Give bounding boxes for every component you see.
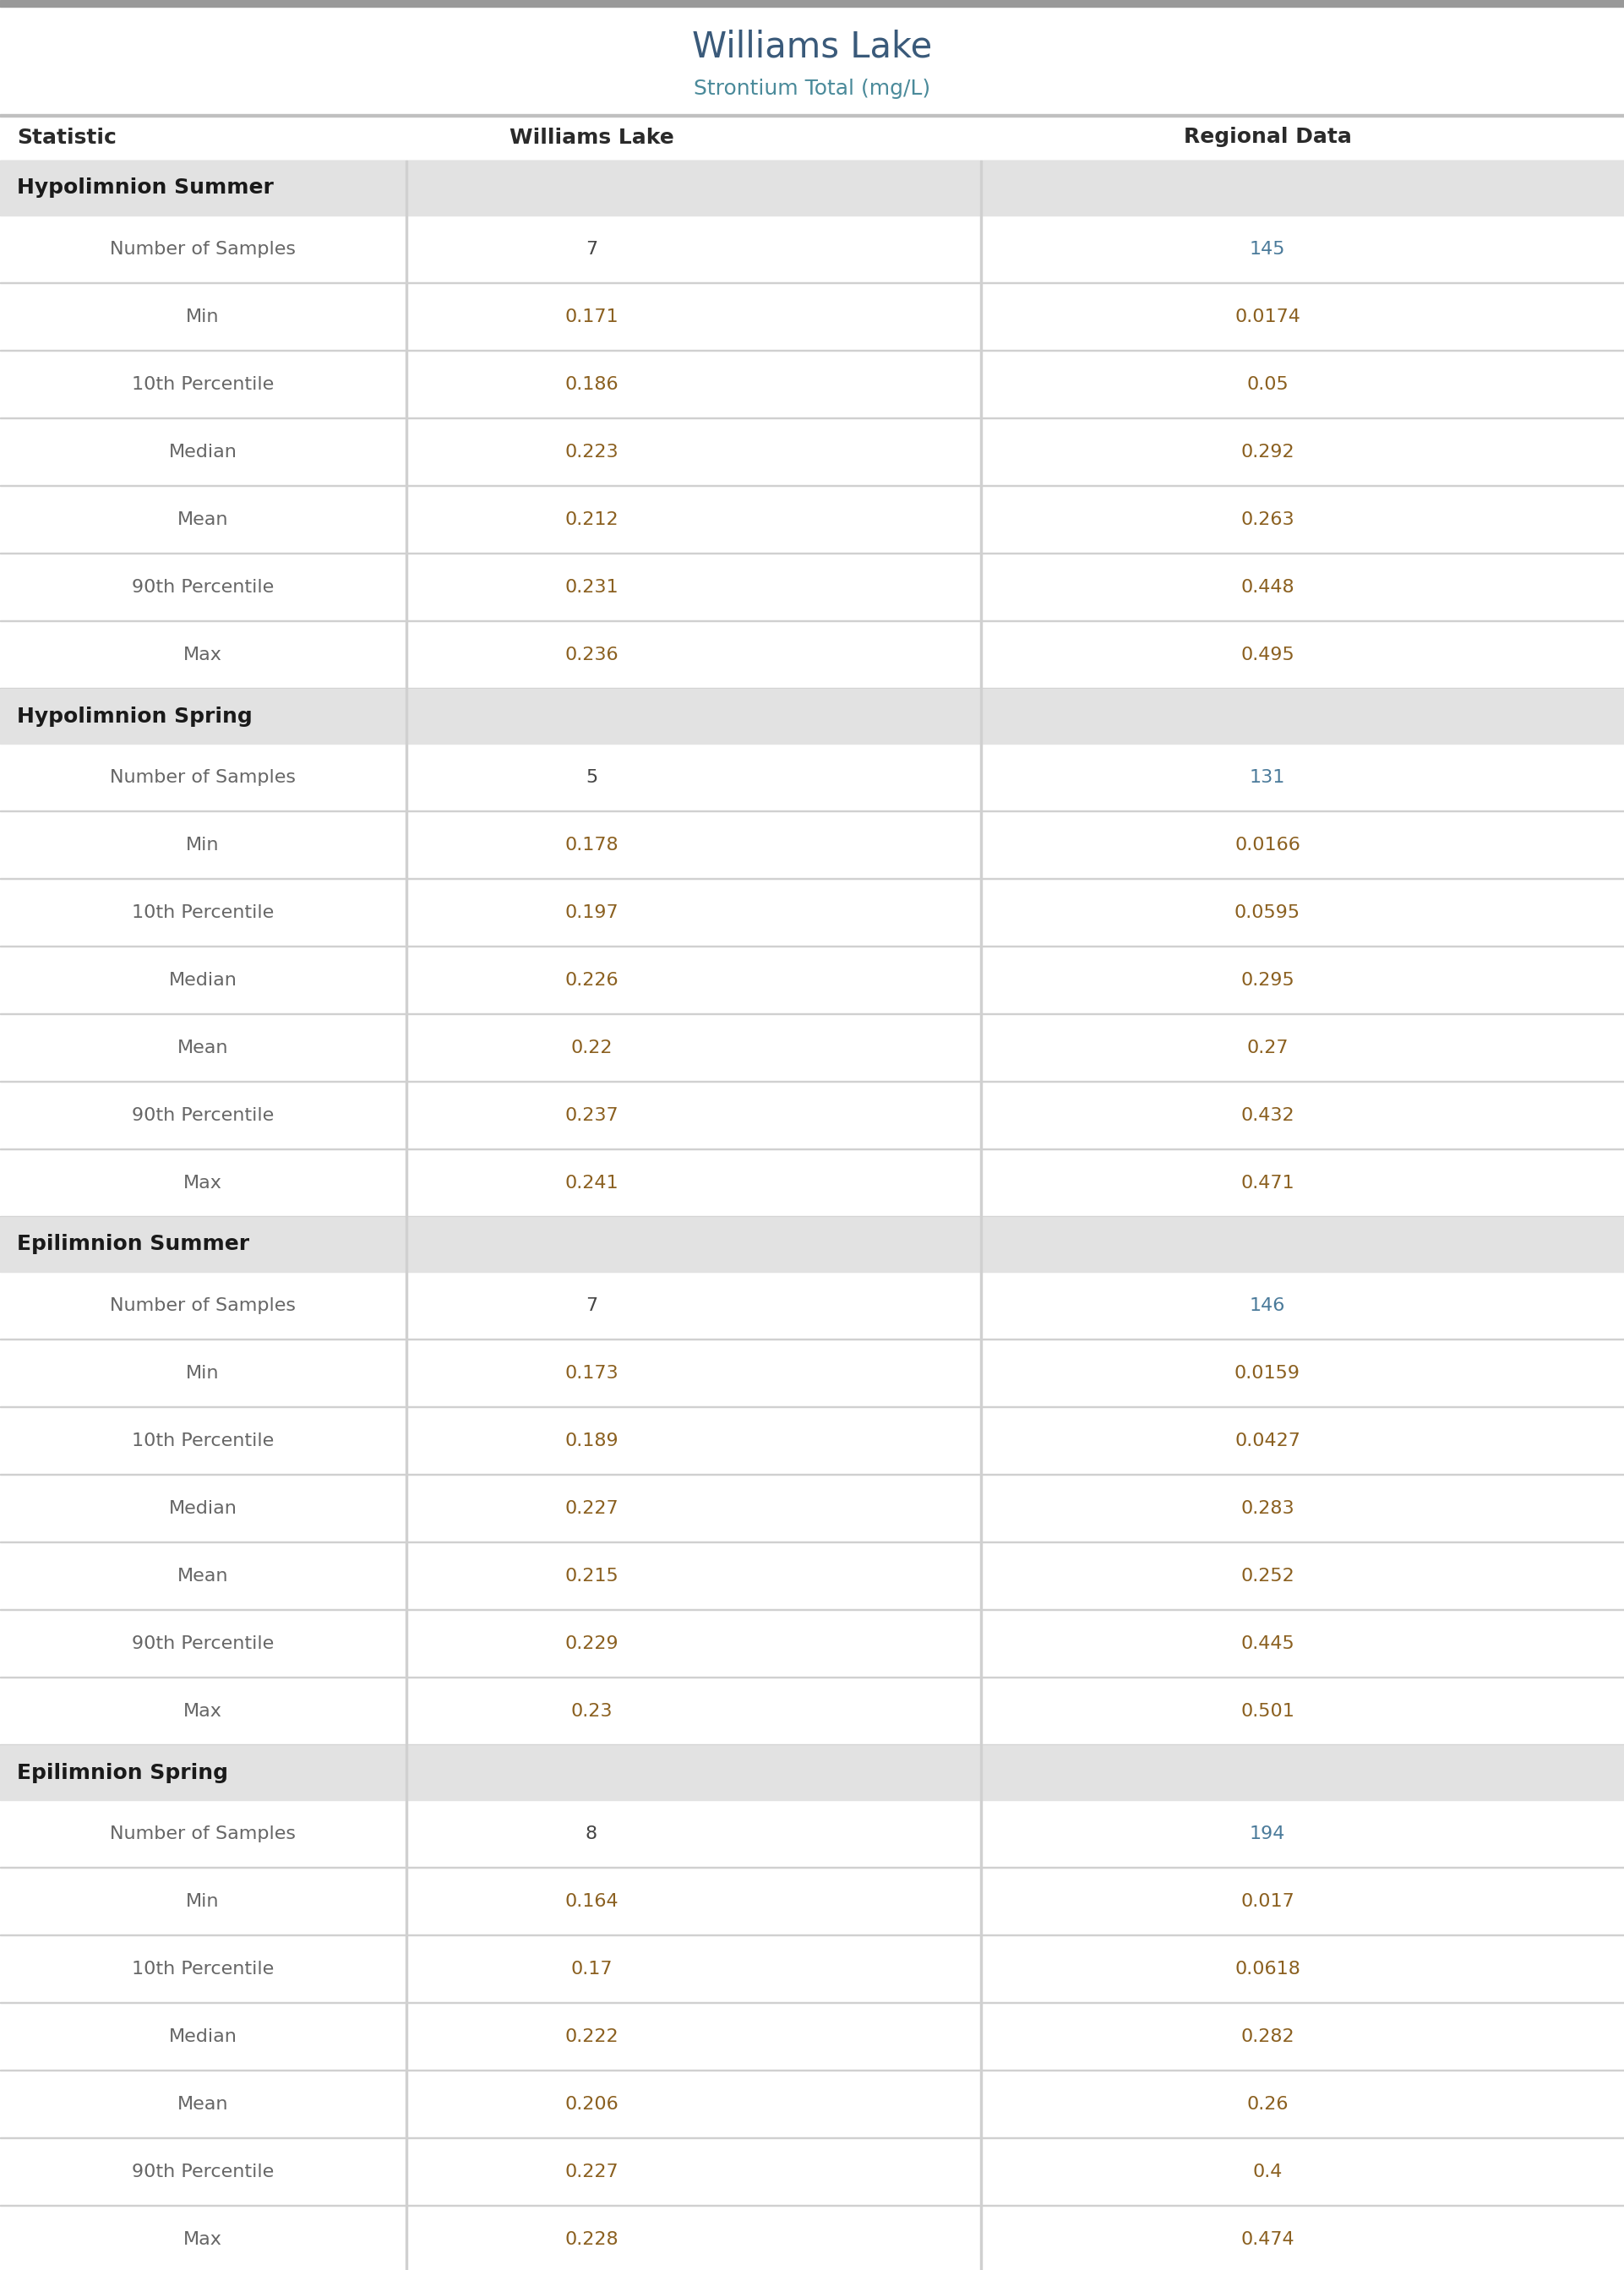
Text: 0.23: 0.23	[570, 1702, 612, 1721]
Text: 0.227: 0.227	[565, 2163, 619, 2181]
Text: 0.178: 0.178	[565, 838, 619, 854]
Text: Median: Median	[169, 972, 237, 990]
Text: 0.22: 0.22	[570, 1040, 612, 1056]
Text: 0.0427: 0.0427	[1234, 1432, 1301, 1448]
Text: 0.226: 0.226	[565, 972, 619, 990]
Text: 0.295: 0.295	[1241, 972, 1294, 990]
Bar	[0, 1217, 1624, 1271]
Text: 0.445: 0.445	[1241, 1634, 1294, 1653]
Text: 7: 7	[586, 241, 598, 259]
Text: 0.237: 0.237	[565, 1108, 619, 1124]
Text: Min: Min	[187, 309, 219, 325]
Text: 146: 146	[1249, 1296, 1285, 1314]
Text: 0.212: 0.212	[565, 511, 619, 529]
Text: 0.173: 0.173	[565, 1364, 619, 1382]
Text: 0.223: 0.223	[565, 443, 619, 461]
Text: 0.27: 0.27	[1247, 1040, 1288, 1056]
Text: 0.474: 0.474	[1241, 2231, 1294, 2247]
Text: Min: Min	[187, 1364, 219, 1382]
Text: 0.05: 0.05	[1246, 377, 1288, 393]
Bar	[0, 161, 1624, 216]
Text: Williams Lake: Williams Lake	[510, 127, 674, 148]
Text: 0.432: 0.432	[1241, 1108, 1294, 1124]
Text: Max: Max	[184, 1174, 222, 1192]
Text: Mean: Mean	[177, 1569, 229, 1584]
Text: 90th Percentile: 90th Percentile	[132, 1108, 274, 1124]
Text: Min: Min	[187, 838, 219, 854]
Text: 0.206: 0.206	[565, 2095, 619, 2113]
Text: 0.263: 0.263	[1241, 511, 1294, 529]
Text: Number of Samples: Number of Samples	[110, 1296, 296, 1314]
Text: 90th Percentile: 90th Percentile	[132, 2163, 274, 2181]
Text: 0.282: 0.282	[1241, 2029, 1294, 2045]
Bar	[0, 688, 1624, 745]
Text: Statistic: Statistic	[16, 127, 117, 148]
Text: Median: Median	[169, 443, 237, 461]
Text: Median: Median	[169, 2029, 237, 2045]
Text: 90th Percentile: 90th Percentile	[132, 579, 274, 595]
Text: Max: Max	[184, 1702, 222, 1721]
Text: 0.0159: 0.0159	[1234, 1364, 1301, 1382]
Text: 0.471: 0.471	[1241, 1174, 1294, 1192]
Text: Mean: Mean	[177, 1040, 229, 1056]
Text: Epilimnion Spring: Epilimnion Spring	[16, 1762, 227, 1782]
Text: Epilimnion Summer: Epilimnion Summer	[16, 1235, 250, 1255]
Text: 0.241: 0.241	[565, 1174, 619, 1192]
Text: 0.252: 0.252	[1241, 1569, 1294, 1584]
Bar	[0, 1746, 1624, 1800]
Text: Max: Max	[184, 647, 222, 663]
Text: 0.501: 0.501	[1241, 1702, 1294, 1721]
Text: Min: Min	[187, 1893, 219, 1909]
Text: 8: 8	[586, 1825, 598, 1843]
Text: Strontium Total (mg/L): Strontium Total (mg/L)	[693, 79, 931, 100]
Text: 0.448: 0.448	[1241, 579, 1294, 595]
Text: Number of Samples: Number of Samples	[110, 1825, 296, 1843]
Text: 90th Percentile: 90th Percentile	[132, 1634, 274, 1653]
Text: 10th Percentile: 10th Percentile	[132, 377, 274, 393]
Text: 10th Percentile: 10th Percentile	[132, 903, 274, 922]
Text: Hypolimnion Summer: Hypolimnion Summer	[16, 177, 274, 197]
Text: 131: 131	[1249, 770, 1285, 785]
Text: 0.17: 0.17	[570, 1961, 612, 1977]
Text: 0.4: 0.4	[1252, 2163, 1283, 2181]
Text: 0.0595: 0.0595	[1234, 903, 1301, 922]
Text: 0.0174: 0.0174	[1234, 309, 1301, 325]
Text: 0.228: 0.228	[565, 2231, 619, 2247]
Text: 0.017: 0.017	[1241, 1893, 1294, 1909]
Text: 0.227: 0.227	[565, 1500, 619, 1516]
Text: Regional Data: Regional Data	[1184, 127, 1351, 148]
Text: Mean: Mean	[177, 511, 229, 529]
Text: 0.222: 0.222	[565, 2029, 619, 2045]
Bar	[0, 0, 1624, 7]
Text: 10th Percentile: 10th Percentile	[132, 1961, 274, 1977]
Text: 0.26: 0.26	[1247, 2095, 1288, 2113]
Text: 10th Percentile: 10th Percentile	[132, 1432, 274, 1448]
Text: Mean: Mean	[177, 2095, 229, 2113]
Text: Max: Max	[184, 2231, 222, 2247]
Text: 5: 5	[585, 770, 598, 785]
Text: 0.189: 0.189	[565, 1432, 619, 1448]
Text: 0.197: 0.197	[565, 903, 619, 922]
Text: Median: Median	[169, 1500, 237, 1516]
Text: 0.0618: 0.0618	[1234, 1961, 1301, 1977]
Bar	[0, 114, 1624, 116]
Text: Number of Samples: Number of Samples	[110, 241, 296, 259]
Text: 7: 7	[586, 1296, 598, 1314]
Text: 0.164: 0.164	[565, 1893, 619, 1909]
Text: 0.231: 0.231	[565, 579, 619, 595]
Text: 0.236: 0.236	[565, 647, 619, 663]
Text: 0.283: 0.283	[1241, 1500, 1294, 1516]
Text: 0.0166: 0.0166	[1234, 838, 1301, 854]
Text: Williams Lake: Williams Lake	[692, 30, 932, 64]
Text: 0.495: 0.495	[1241, 647, 1294, 663]
Text: Hypolimnion Spring: Hypolimnion Spring	[16, 706, 252, 726]
Text: 0.229: 0.229	[565, 1634, 619, 1653]
Text: 0.186: 0.186	[565, 377, 619, 393]
Text: Number of Samples: Number of Samples	[110, 770, 296, 785]
Text: 0.292: 0.292	[1241, 443, 1294, 461]
Text: 0.171: 0.171	[565, 309, 619, 325]
Text: 194: 194	[1249, 1825, 1285, 1843]
Text: 145: 145	[1249, 241, 1285, 259]
Text: 0.215: 0.215	[565, 1569, 619, 1584]
